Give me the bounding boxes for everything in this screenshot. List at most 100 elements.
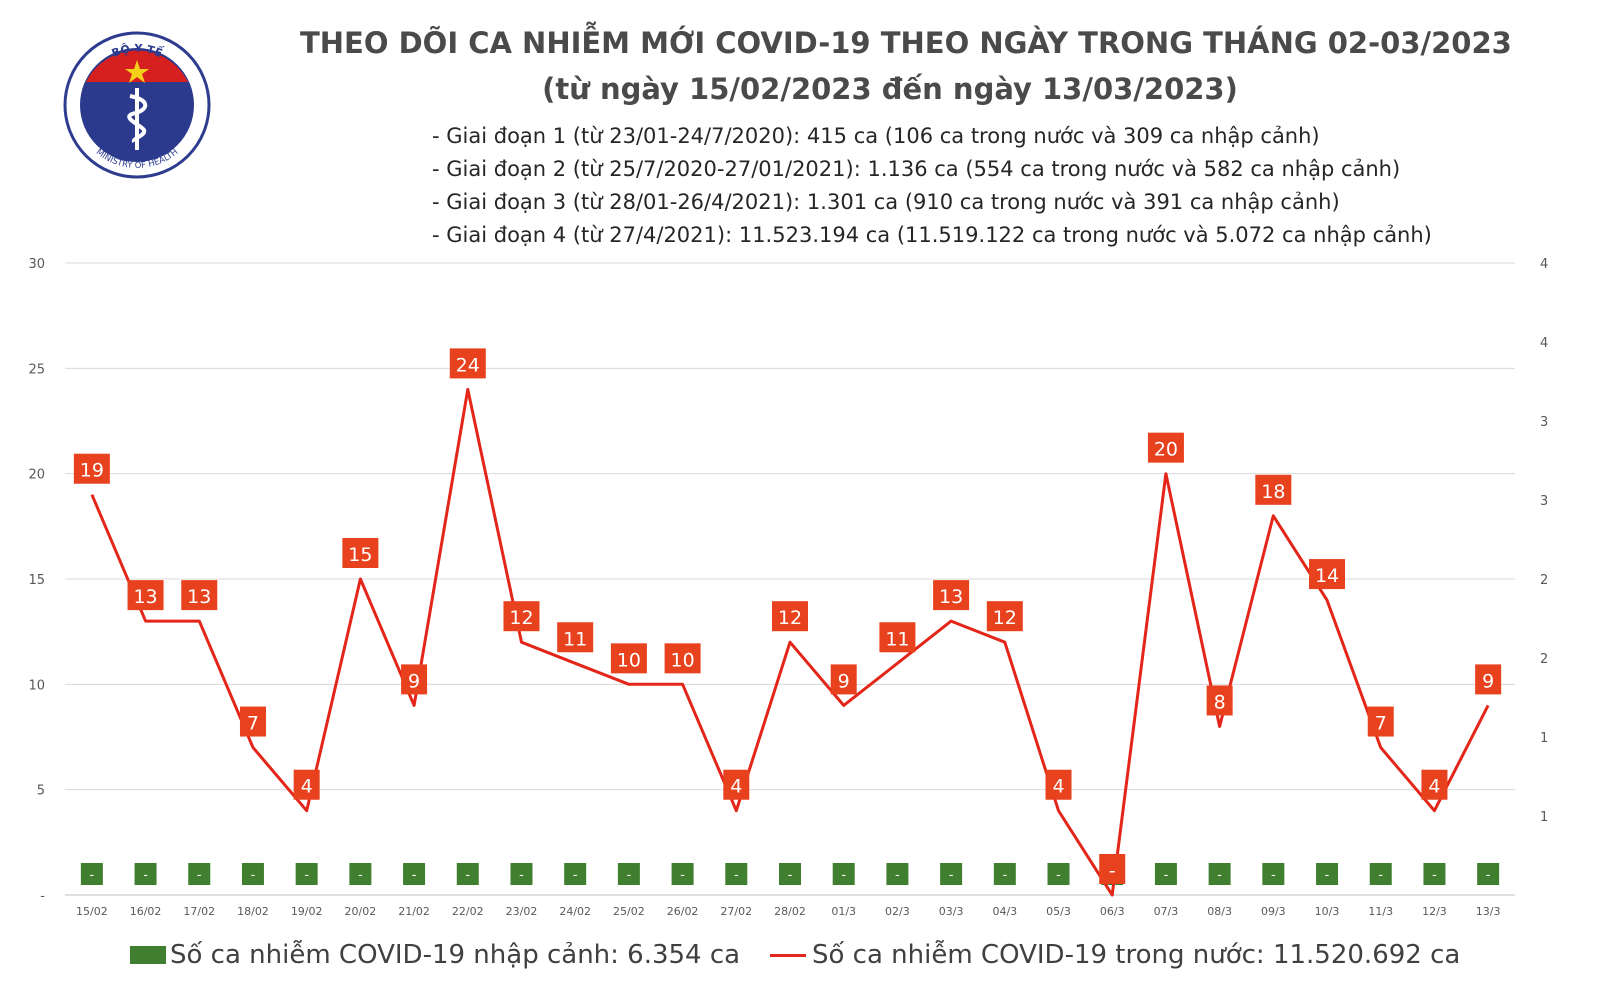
data-label: 15 xyxy=(348,544,372,566)
data-label-box xyxy=(664,643,701,674)
data-label: 12 xyxy=(993,607,1017,629)
bar-label: - xyxy=(841,868,846,883)
bar-imported xyxy=(1262,863,1285,885)
phase-notes: - Giai đoạn 1 (từ 23/01-24/7/2020): 415 … xyxy=(432,120,1432,252)
bar-imported xyxy=(1316,863,1339,885)
bar-label: - xyxy=(788,868,793,883)
y-right-tick-label: 1 xyxy=(1540,810,1548,825)
logo-text-top: BỘ Y TẾ xyxy=(110,42,166,60)
y-left-tick-label: 10 xyxy=(28,678,45,693)
x-tick-label: 27/02 xyxy=(720,905,752,918)
y-right-tick-label: 3 xyxy=(1540,415,1548,430)
x-tick-label: 09/3 xyxy=(1261,905,1286,918)
y-right-tick-label: 4 xyxy=(1540,336,1548,351)
bar-label: - xyxy=(1378,868,1383,883)
x-tick-label: 20/02 xyxy=(345,905,377,918)
bar-label: - xyxy=(573,868,578,883)
bar-imported xyxy=(886,863,909,885)
data-label-box xyxy=(401,664,428,695)
x-tick-label: 18/02 xyxy=(237,905,269,918)
data-label: 14 xyxy=(1315,565,1339,587)
bar-imported xyxy=(617,863,640,885)
data-label-box xyxy=(342,538,379,568)
x-tick-label: 06/3 xyxy=(1100,905,1125,918)
x-tick-label: 05/3 xyxy=(1046,905,1071,918)
y-left-tick-label: 5 xyxy=(37,784,45,799)
data-label: 18 xyxy=(1261,481,1285,503)
data-label: 7 xyxy=(247,713,259,735)
caduceus-icon xyxy=(127,88,148,150)
svg-text:BỘ Y TẾ: BỘ Y TẾ xyxy=(110,42,166,60)
y-right-tick-label: 2 xyxy=(1540,652,1548,667)
y-left-tick-label: - xyxy=(40,889,45,904)
bar-label: - xyxy=(304,868,309,883)
x-tick-label: 16/02 xyxy=(130,905,162,918)
data-label-box xyxy=(772,601,808,632)
bar-label: - xyxy=(734,868,739,883)
data-label-box xyxy=(1099,854,1126,884)
x-tick-label: 15/02 xyxy=(76,905,108,918)
bar-label: - xyxy=(1164,868,1169,883)
bar-label: - xyxy=(1486,868,1491,883)
bar-imported xyxy=(779,863,801,885)
x-tick-label: 19/02 xyxy=(291,905,323,918)
data-label-box xyxy=(879,622,916,653)
data-label: 13 xyxy=(939,586,963,608)
x-tick-label: 26/02 xyxy=(667,905,699,918)
bar-label: - xyxy=(1002,868,1007,883)
bar-label: - xyxy=(197,868,202,883)
data-label: 4 xyxy=(1052,776,1064,798)
data-label: 19 xyxy=(80,460,104,482)
data-label: 9 xyxy=(408,670,420,692)
bar-imported xyxy=(564,863,587,885)
bar-label: - xyxy=(949,868,954,883)
phase-note: - Giai đoạn 2 (từ 25/7/2020-27/01/2021):… xyxy=(432,157,1401,181)
x-tick-label: 01/3 xyxy=(831,905,856,918)
bar-label: - xyxy=(143,868,148,883)
bar-label: - xyxy=(90,868,95,883)
data-label: 13 xyxy=(187,586,211,608)
bar-imported xyxy=(456,863,479,885)
data-label: 12 xyxy=(778,607,802,629)
data-label-box xyxy=(723,769,750,800)
phase-note: - Giai đoạn 3 (từ 28/01-26/4/2021): 1.30… xyxy=(432,190,1340,214)
bar-imported xyxy=(188,863,211,885)
bar-imported xyxy=(1477,863,1500,885)
data-label-box xyxy=(239,706,266,737)
data-label: - xyxy=(1109,860,1116,882)
data-label-box xyxy=(1255,474,1292,505)
data-label: 11 xyxy=(885,628,909,650)
legend-label-imported: Số ca nhiễm COVID-19 nhập cảnh: 6.354 ca xyxy=(170,940,741,970)
legend-swatch-line xyxy=(770,953,806,957)
bar-imported xyxy=(1208,863,1231,885)
legend-item-imported: Số ca nhiễm COVID-19 nhập cảnh: 6.354 ca xyxy=(130,940,740,970)
chart-title: THEO DÕI CA NHIỄM MỚI COVID-19 THEO NGÀY… xyxy=(300,26,1512,60)
bar-imported xyxy=(1047,863,1070,885)
x-tick-label: 24/02 xyxy=(559,905,591,918)
bar-imported xyxy=(832,863,855,885)
bar-imported xyxy=(241,863,264,885)
bar-label: - xyxy=(1271,868,1276,883)
x-tick-label: 23/02 xyxy=(506,905,538,918)
bar-imported xyxy=(1423,863,1446,885)
bar-imported xyxy=(940,863,963,885)
bar-label: - xyxy=(895,868,900,883)
bar-label: - xyxy=(1432,868,1437,883)
bar-imported xyxy=(993,863,1016,885)
data-label-box xyxy=(986,601,1023,632)
bar-label: - xyxy=(412,868,417,883)
bar-imported xyxy=(134,863,157,885)
x-tick-label: 10/3 xyxy=(1315,905,1340,918)
x-tick-label: 08/3 xyxy=(1207,905,1232,918)
x-tick-label: 28/02 xyxy=(774,905,806,918)
data-label-box xyxy=(1147,432,1184,463)
data-label: 10 xyxy=(617,649,641,671)
data-label-box xyxy=(449,348,486,379)
x-tick-label: 12/3 xyxy=(1422,905,1447,918)
phase-note: - Giai đoạn 1 (từ 23/01-24/7/2020): 415 … xyxy=(432,124,1320,148)
data-label: 7 xyxy=(1375,713,1387,735)
phase-note: - Giai đoạn 4 (từ 27/4/2021): 11.523.194… xyxy=(432,223,1432,247)
x-tick-label: 04/3 xyxy=(992,905,1017,918)
bar-imported xyxy=(295,863,318,885)
